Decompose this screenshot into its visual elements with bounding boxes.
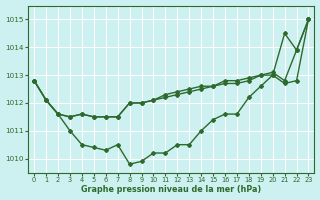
X-axis label: Graphe pression niveau de la mer (hPa): Graphe pression niveau de la mer (hPa) <box>81 185 261 194</box>
